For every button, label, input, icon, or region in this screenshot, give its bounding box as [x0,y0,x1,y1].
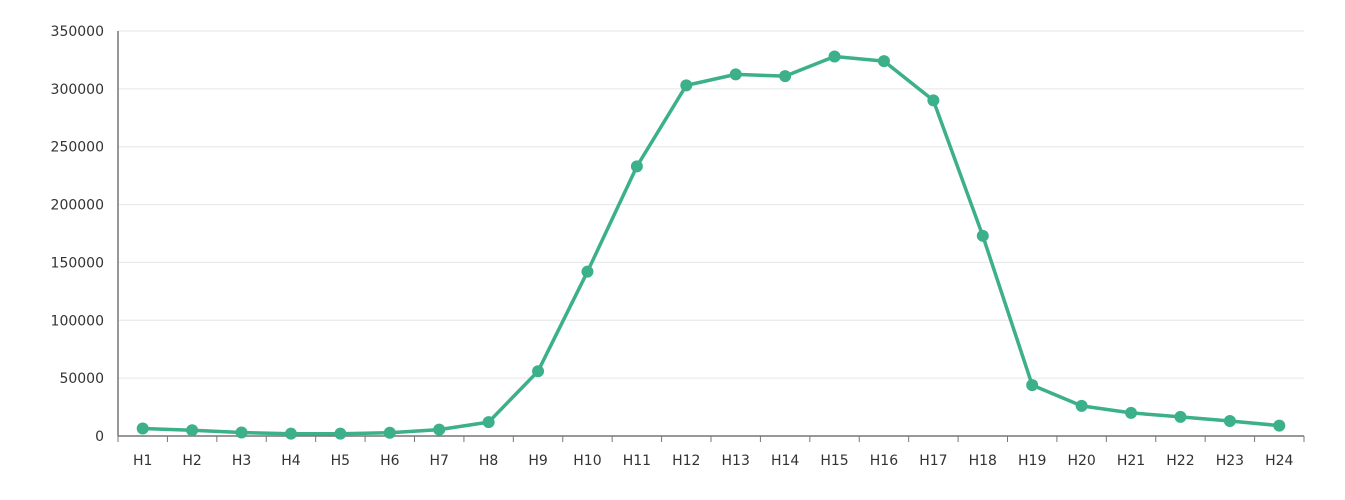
x-tick-label: H4 [281,453,301,469]
data-point[interactable] [1075,399,1088,412]
data-point[interactable] [927,94,940,107]
data-point[interactable] [532,365,545,378]
data-point[interactable] [433,423,446,436]
x-tick-label: H10 [573,453,601,469]
x-tick-label: H11 [623,453,651,469]
x-tick-label: H20 [1067,453,1095,469]
data-point[interactable] [581,265,594,278]
x-tick-label: H9 [528,453,547,469]
y-tick-label: 200000 [51,198,104,214]
y-tick-label: 350000 [51,24,104,40]
data-point[interactable] [186,424,199,437]
data-point[interactable] [482,416,495,429]
data-point[interactable] [877,55,890,68]
x-tick-label: H17 [919,453,947,469]
y-tick-label: 300000 [51,82,104,98]
data-point[interactable] [630,160,643,173]
data-point[interactable] [235,426,248,439]
x-tick-label: H15 [820,453,848,469]
y-axis: 0 50000 100000 150000 200000 250000 300000 3500… [51,24,119,445]
series-line-group [136,50,1286,440]
x-tick-label: H6 [380,453,400,469]
data-point[interactable] [1174,410,1187,423]
series-line [140,54,1282,436]
data-point[interactable] [284,427,297,440]
y-tick-label: 50000 [59,371,104,387]
x-tick-label: H18 [969,453,997,469]
data-point[interactable] [1125,406,1138,419]
data-point[interactable] [1026,379,1039,392]
x-axis: H1 H2 H3 H4 H5 H6 H7 H8 H9 H10 H11 H12 H13 H14 H15 H16 H… [117,435,1305,469]
x-tick-label: H2 [182,453,201,469]
x-tick-label: H1 [133,453,152,469]
x-tick-label: H16 [870,453,898,469]
data-point[interactable] [828,50,841,63]
x-tick-label: H22 [1166,453,1194,469]
x-tick-label: H3 [232,453,251,469]
data-point[interactable] [680,79,693,92]
data-point[interactable] [1273,419,1286,432]
y-tick-label: 150000 [51,255,104,271]
y-tick-label: 100000 [51,313,104,329]
x-tick-label: H5 [331,453,350,469]
grid-lines [118,30,1304,379]
x-tick-label: H13 [722,453,750,469]
data-point[interactable] [779,70,792,83]
data-point[interactable] [729,68,742,81]
x-tick-label: H23 [1216,453,1244,469]
x-tick-label: H24 [1265,453,1293,469]
x-tick-label: H19 [1018,453,1046,469]
y-tick-label: 250000 [51,140,104,156]
x-tick-label: H12 [672,453,700,469]
data-point[interactable] [383,426,396,439]
x-tick-label: H21 [1117,453,1145,469]
data-point[interactable] [1223,414,1236,427]
data-point[interactable] [334,427,347,440]
data-point[interactable] [136,422,149,435]
x-tick-label: H14 [771,453,799,469]
data-point[interactable] [976,229,989,242]
y-tick-label: 0 [95,429,104,445]
x-tick-label: H8 [479,453,498,469]
x-tick-label: H7 [429,453,448,469]
